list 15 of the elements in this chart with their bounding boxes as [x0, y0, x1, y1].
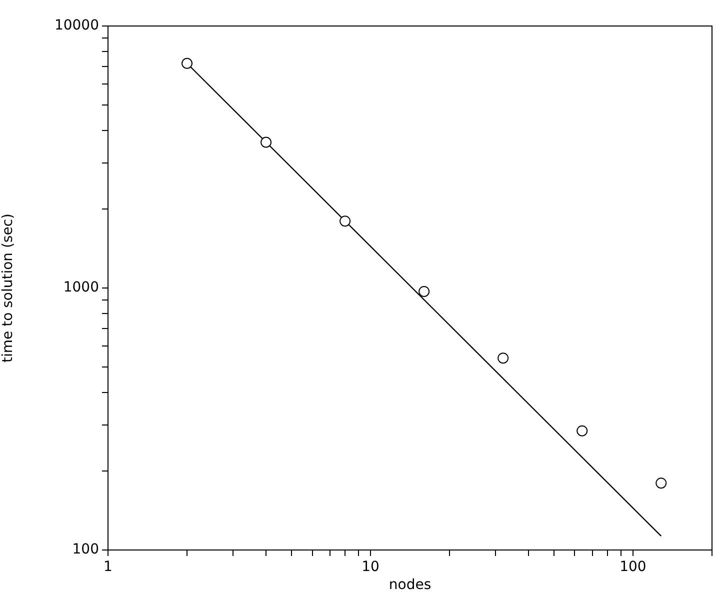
point	[418, 286, 430, 297]
point	[498, 352, 509, 364]
y-tick-label: 10000	[54, 18, 99, 34]
x-axis-title: nodes	[388, 577, 432, 594]
point	[260, 136, 272, 148]
x-tick-label: 100	[620, 559, 646, 576]
point	[182, 58, 193, 69]
y-tick-label: 100	[72, 542, 99, 558]
x-tick-label: 1	[104, 559, 112, 576]
y-axis-title: time to solution (sec)	[0, 213, 16, 363]
point	[340, 216, 351, 227]
y-tick-label: 1000	[63, 280, 99, 296]
point	[656, 478, 667, 489]
x-tick-label: 10	[362, 559, 380, 576]
point	[576, 425, 588, 436]
